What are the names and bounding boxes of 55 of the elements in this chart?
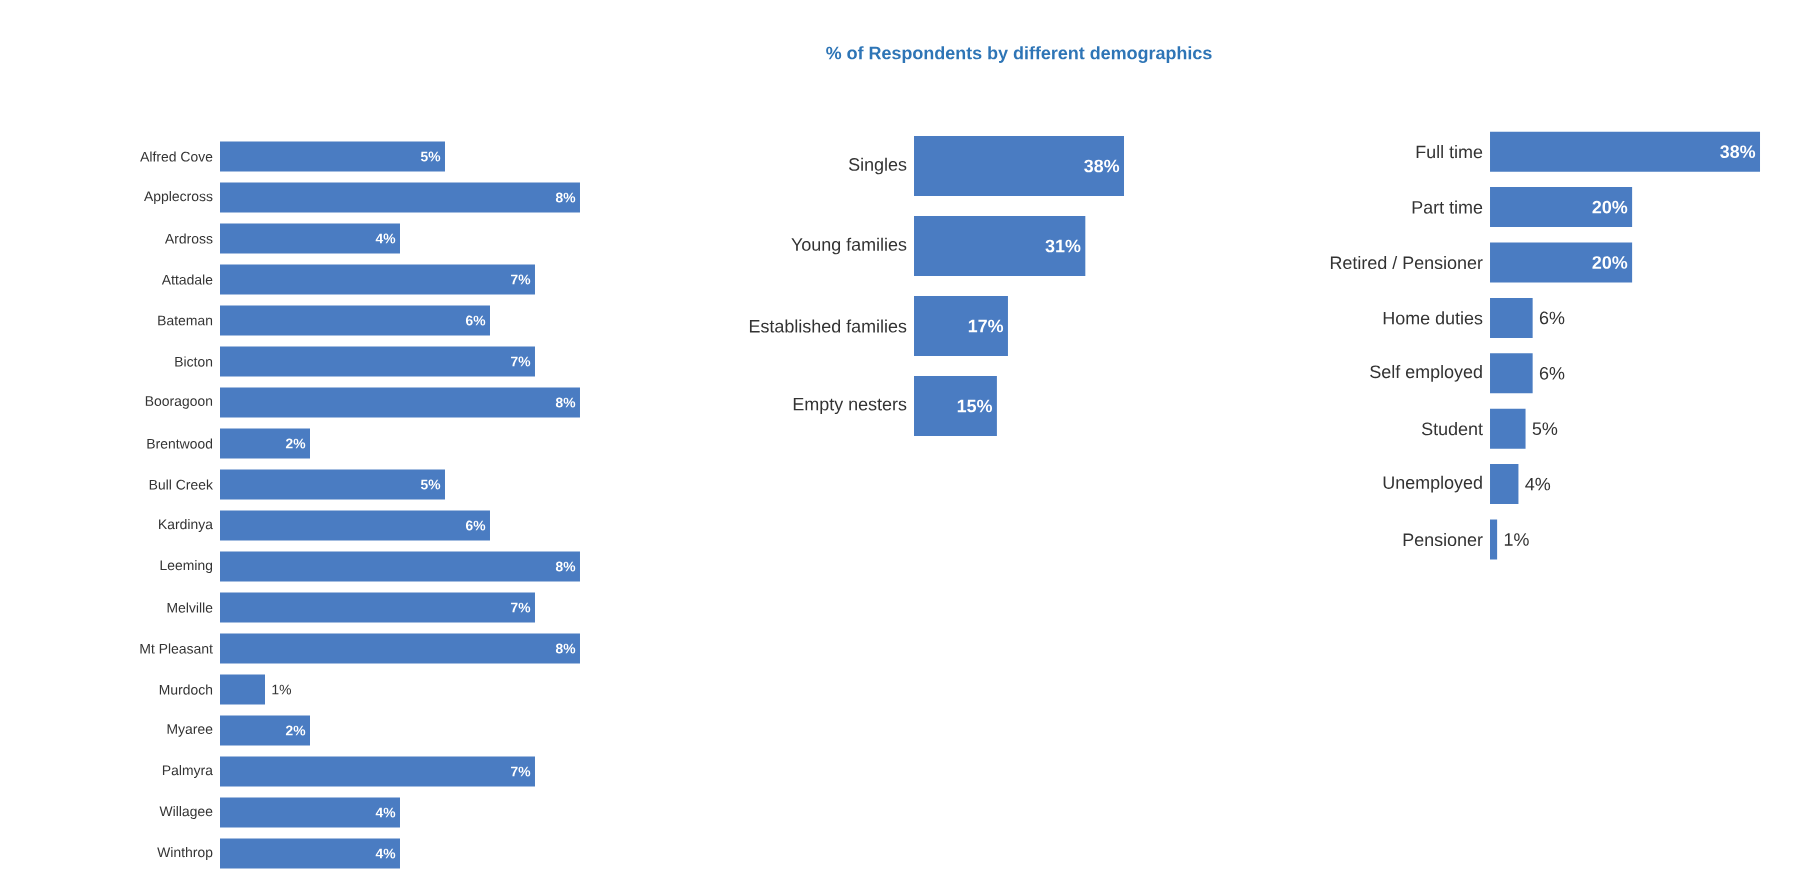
bar: [914, 296, 1008, 356]
y-tick-label: Young families: [791, 237, 907, 255]
bar: [1490, 464, 1519, 505]
y-tick-label: Empty nesters: [793, 397, 907, 415]
y-tick-label: Pensioner: [1403, 532, 1483, 547]
bar: [220, 428, 310, 459]
y-tick-label: Self employed: [1370, 364, 1482, 382]
data-label: 31%: [1045, 239, 1081, 253]
y-tick-label: Unemployed: [1383, 475, 1482, 493]
bar: [914, 376, 997, 436]
bar: [220, 469, 445, 500]
bar: [220, 182, 580, 213]
data-label: 6%: [1539, 311, 1565, 325]
bar: [220, 592, 535, 623]
data-label: 17%: [968, 319, 1004, 333]
bar: [220, 838, 400, 869]
y-tick-label: Part time: [1412, 200, 1483, 214]
data-label: 38%: [1720, 145, 1756, 159]
data-label: 20%: [1592, 256, 1628, 269]
data-label: 1%: [1504, 533, 1529, 546]
bar: [220, 387, 580, 418]
bar: [914, 216, 1086, 277]
bar: [220, 551, 580, 582]
bar: [1490, 519, 1498, 560]
y-tick-label: Established families: [749, 319, 907, 333]
bar: [220, 141, 445, 172]
bar: [914, 136, 1125, 197]
bar: [220, 756, 535, 787]
y-tick-label: Singles: [848, 157, 907, 175]
bar: [220, 797, 400, 828]
bar: [220, 633, 580, 664]
data-label: 5%: [1532, 422, 1558, 436]
bar: [220, 223, 400, 254]
chart-title: % of Respondents by different demographics: [826, 46, 1212, 63]
y-tick-label: Retired / Pensioner: [1330, 255, 1483, 270]
data-label: 6%: [1539, 366, 1565, 380]
bar: [1490, 353, 1533, 394]
bar: [220, 346, 535, 377]
bar: [220, 715, 310, 746]
data-label: 15%: [957, 399, 993, 413]
data-label: 38%: [1084, 159, 1120, 173]
bar: [1490, 187, 1633, 228]
y-tick-label: Home duties: [1383, 311, 1483, 325]
y-tick-label: Full time: [1416, 145, 1483, 159]
bar: [1490, 242, 1633, 283]
bar: [220, 305, 490, 336]
bar: [220, 674, 265, 705]
bar: [1490, 131, 1761, 172]
y-tick-label: Student: [1421, 422, 1483, 436]
data-label: 4%: [1525, 477, 1551, 491]
bar: [1490, 408, 1526, 449]
data-label: 20%: [1592, 200, 1628, 214]
bar: [220, 510, 490, 541]
bar: [1490, 297, 1533, 338]
bar: [220, 264, 535, 295]
